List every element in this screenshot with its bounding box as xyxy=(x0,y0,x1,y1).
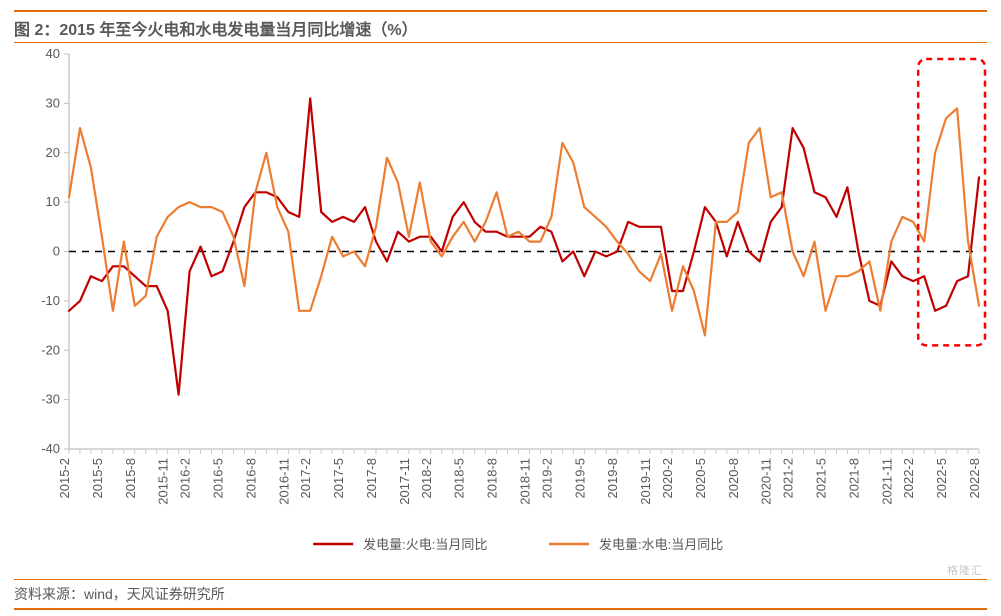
svg-text:2020-8: 2020-8 xyxy=(726,458,741,498)
watermark: 格隆汇 xyxy=(947,562,983,578)
svg-text:2019-2: 2019-2 xyxy=(539,458,554,498)
svg-text:2018-2: 2018-2 xyxy=(419,458,434,498)
svg-text:2021-5: 2021-5 xyxy=(814,458,829,498)
svg-text:2017-5: 2017-5 xyxy=(331,458,346,498)
svg-text:2021-11: 2021-11 xyxy=(879,458,894,505)
svg-text:2017-2: 2017-2 xyxy=(298,458,313,498)
svg-text:2015-11: 2015-11 xyxy=(156,458,171,505)
svg-text:30: 30 xyxy=(46,95,60,110)
svg-text:2015-5: 2015-5 xyxy=(90,458,105,498)
svg-text:20: 20 xyxy=(46,145,60,160)
svg-text:2018-5: 2018-5 xyxy=(452,458,467,498)
svg-text:2016-2: 2016-2 xyxy=(178,458,193,498)
svg-text:2019-11: 2019-11 xyxy=(638,458,653,505)
svg-text:-20: -20 xyxy=(41,342,60,357)
svg-text:2022-2: 2022-2 xyxy=(901,458,916,498)
svg-text:2016-11: 2016-11 xyxy=(276,458,291,505)
svg-text:2016-5: 2016-5 xyxy=(210,458,225,498)
svg-text:2021-8: 2021-8 xyxy=(846,458,861,498)
svg-text:-10: -10 xyxy=(41,293,60,308)
svg-text:发电量:水电:当月同比: 发电量:水电:当月同比 xyxy=(599,537,723,552)
svg-text:2016-8: 2016-8 xyxy=(243,458,258,498)
svg-text:2018-11: 2018-11 xyxy=(517,458,532,505)
svg-text:2020-2: 2020-2 xyxy=(660,458,675,498)
svg-text:2017-8: 2017-8 xyxy=(364,458,379,498)
svg-text:2015-8: 2015-8 xyxy=(123,458,138,498)
line-chart: -40 -30 -20 -10 0 10 20 30 40 2015-2 2015-5 2015-8 2… xyxy=(14,44,987,574)
svg-text:2022-5: 2022-5 xyxy=(934,458,949,498)
svg-text:2020-5: 2020-5 xyxy=(693,458,708,498)
svg-text:2019-5: 2019-5 xyxy=(572,458,587,498)
svg-text:0: 0 xyxy=(53,244,60,259)
svg-text:40: 40 xyxy=(46,46,60,61)
svg-text:2022-8: 2022-8 xyxy=(967,458,982,498)
svg-text:2019-8: 2019-8 xyxy=(605,458,620,498)
svg-text:-30: -30 xyxy=(41,392,60,407)
svg-text:10: 10 xyxy=(46,194,60,209)
svg-text:2015-2: 2015-2 xyxy=(57,458,72,498)
svg-text:2017-11: 2017-11 xyxy=(397,458,412,505)
svg-text:2018-8: 2018-8 xyxy=(485,458,500,498)
svg-text:2020-11: 2020-11 xyxy=(759,458,774,505)
svg-text:发电量:火电:当月同比: 发电量:火电:当月同比 xyxy=(363,537,487,552)
source-text: 资料来源：wind，天风证券研究所 xyxy=(14,584,225,604)
footer-bar: 资料来源：wind，天风证券研究所 xyxy=(14,579,987,610)
chart-title: 图 2：2015 年至今火电和水电发电量当月同比增速（%） xyxy=(14,16,418,40)
svg-text:-40: -40 xyxy=(41,441,60,456)
title-bar: 图 2：2015 年至今火电和水电发电量当月同比增速（%） xyxy=(14,10,987,43)
svg-text:2021-2: 2021-2 xyxy=(781,458,796,498)
